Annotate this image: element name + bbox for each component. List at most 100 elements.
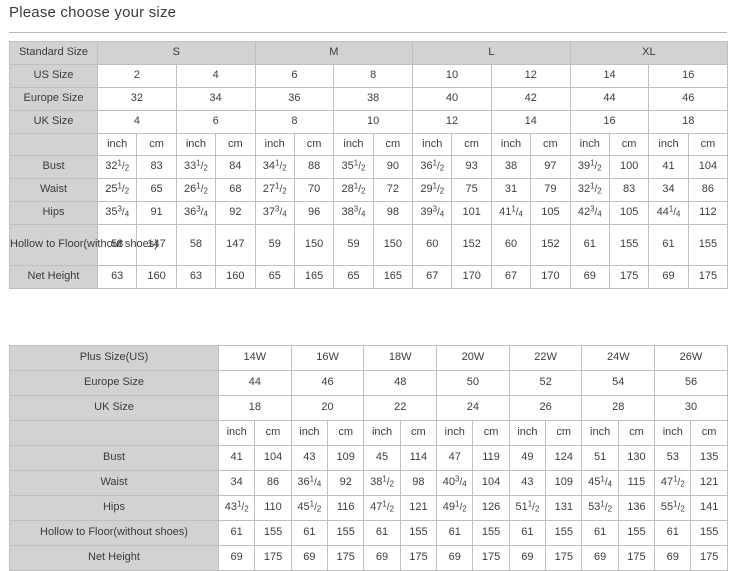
row-plus-size-cell: 14W <box>218 345 292 371</box>
plus-size-chart: Plus Size(US) 14W 16W 18W 20W 22W 24W 26W Europe… <box>9 345 728 571</box>
unit-header-inch-2: inch <box>290 420 329 446</box>
row-plus-size-cell: 22W <box>508 345 583 371</box>
unit-header-cm-5: cm <box>293 133 335 156</box>
row-bust-cell: 135 <box>690 445 728 471</box>
row-hollow-to-floor-cell: 61 <box>648 224 689 266</box>
row-europe-size-cell: 32 <box>97 87 177 111</box>
row-label-bust: Bust <box>9 155 98 179</box>
row-uk-size-cell: 18 <box>218 395 292 421</box>
row-waist-cell: 109 <box>545 470 583 496</box>
title-divider <box>9 32 727 33</box>
row-net-height-cell: 65 <box>333 265 374 289</box>
row-europe-size-cell: 50 <box>436 370 510 396</box>
row-uk-size-cell: 12 <box>412 110 492 134</box>
row-net-height-cell: 69 <box>581 545 619 571</box>
row-unit-headers: inch cm inch cm inch cm inch cm inch cm inch cm inch… <box>9 133 729 156</box>
row-waist-cell: 43 <box>508 470 547 496</box>
row-europe-size-cell: 46 <box>648 87 729 111</box>
row-net-height-cell: 175 <box>399 545 438 571</box>
row-waist-cell: 86 <box>687 178 729 202</box>
row-europe-size-cell: 34 <box>175 87 256 111</box>
row-net-height-cell: 170 <box>530 265 571 289</box>
row-hips-cell: 121 <box>399 495 438 521</box>
row-uk-size-cell: 4 <box>97 110 177 134</box>
row-net-height-cell: 175 <box>327 545 365 571</box>
row-waist: Waist 251/2 65 261/2 68 271/2 70 281/2 72 291/2 75… <box>9 178 729 202</box>
row-europe-size-cell: 54 <box>581 370 656 396</box>
page-title: Please choose your size <box>9 4 177 21</box>
row-hollow-to-floor-cell: 152 <box>451 224 492 266</box>
row-net-height-cell: 69 <box>436 545 474 571</box>
row-hollow-to-floor-cell: 155 <box>687 224 729 266</box>
row-uk-size-cell: 18 <box>648 110 729 134</box>
row-hollow-to-floor-cell: 152 <box>530 224 571 266</box>
row-bust-cell: 341/2 <box>254 155 295 179</box>
row-hips-cell: 511/2 <box>508 495 547 521</box>
row-bust-cell: 88 <box>293 155 335 179</box>
row-bust-cell: 104 <box>687 155 729 179</box>
unit-header-cm-5: cm <box>399 420 438 446</box>
row-us-size-cell: 2 <box>97 64 177 88</box>
row-hips-cell: 131 <box>545 495 583 521</box>
size-group-s: S <box>97 41 256 65</box>
row-hollow-to-floor-cell: 147 <box>215 224 256 266</box>
row-hips-cell: 363/4 <box>175 201 217 225</box>
row-standard-size: Standard Size S M L XL <box>9 41 729 65</box>
row-europe-size-cell: 36 <box>254 87 335 111</box>
standard-size-chart: Standard Size S M L XL US Size 2 4 6 8 10 12 14 16 Eur… <box>9 41 729 289</box>
row-plus-size-cell: 20W <box>436 345 510 371</box>
row-us-size-cell: 10 <box>412 64 492 88</box>
row-hollow-to-floor-cell: 155 <box>399 520 438 546</box>
row-bust-cell: 130 <box>617 445 656 471</box>
unit-header-cm-3: cm <box>327 420 365 446</box>
row-hips-cell: 98 <box>372 201 414 225</box>
unit-header-inch-6: inch <box>436 420 474 446</box>
unit-header-inch-10: inch <box>490 133 532 156</box>
row-bust-cell: 43 <box>290 445 329 471</box>
row-hips-cell: 101 <box>451 201 492 225</box>
row-net-height-cell: 67 <box>490 265 532 289</box>
row-label-waist: Waist <box>9 178 98 202</box>
row-waist-cell: 31 <box>490 178 532 202</box>
row-hollow-to-floor-cell: 61 <box>290 520 329 546</box>
row-bust-cell: 119 <box>472 445 510 471</box>
row-hips-cell: 451/2 <box>290 495 329 521</box>
row-label-hollow-to-floor: Hollow to Floor(without shoes) <box>9 224 158 266</box>
row-waist-cell: 104 <box>472 470 510 496</box>
row-net-height-cell: 170 <box>451 265 492 289</box>
row-europe-size-cell: 48 <box>363 370 438 396</box>
row-plus-size-cell: 18W <box>363 345 438 371</box>
row-hollow-to-floor-cell: 60 <box>412 224 453 266</box>
unit-header-inch-6: inch <box>333 133 374 156</box>
unit-header-inch-2: inch <box>175 133 217 156</box>
row-hollow-to-floor-cell: 155 <box>545 520 583 546</box>
row-hips-cell: 105 <box>530 201 571 225</box>
row-label-bust: Bust <box>9 445 219 471</box>
row-hips-cell: 112 <box>687 201 729 225</box>
row-waist-cell: 471/2 <box>654 470 692 496</box>
row-label-europe-size: Europe Size <box>9 370 219 396</box>
row-label-net-height: Net Height <box>9 265 98 289</box>
row-us-size-cell: 12 <box>490 64 571 88</box>
unit-header-inch-0: inch <box>96 133 138 156</box>
row-uk-size-cell: 14 <box>490 110 571 134</box>
row-us-size-cell: 16 <box>648 64 729 88</box>
row-label-plus-size: Plus Size(US) <box>9 345 219 371</box>
row-hollow-to-floor: Hollow to Floor(without shoes) 61 155 61 155… <box>9 520 728 546</box>
row-europe-size-cell: 52 <box>508 370 583 396</box>
row-net-height-cell: 160 <box>136 265 177 289</box>
row-net-height-cell: 175 <box>608 265 650 289</box>
row-uk-size: UK Size 4 6 8 10 12 14 16 18 <box>9 110 729 134</box>
row-uk-size-cell: 22 <box>363 395 438 421</box>
row-hips-cell: 353/4 <box>96 201 138 225</box>
row-bust-cell: 45 <box>363 445 401 471</box>
row-label-net-height: Net Height <box>9 545 219 571</box>
row-bust: Bust 41 104 43 109 45 114 47 119 49 124 51 130 53 135 <box>9 445 728 471</box>
row-bust-cell: 114 <box>399 445 438 471</box>
row-waist-cell: 68 <box>215 178 256 202</box>
row-label-waist: Waist <box>9 470 219 496</box>
row-net-height-cell: 67 <box>412 265 453 289</box>
row-hollow-to-floor-cell: 61 <box>581 520 619 546</box>
row-us-size-cell: 6 <box>254 64 335 88</box>
row-net-height-cell: 69 <box>654 545 692 571</box>
